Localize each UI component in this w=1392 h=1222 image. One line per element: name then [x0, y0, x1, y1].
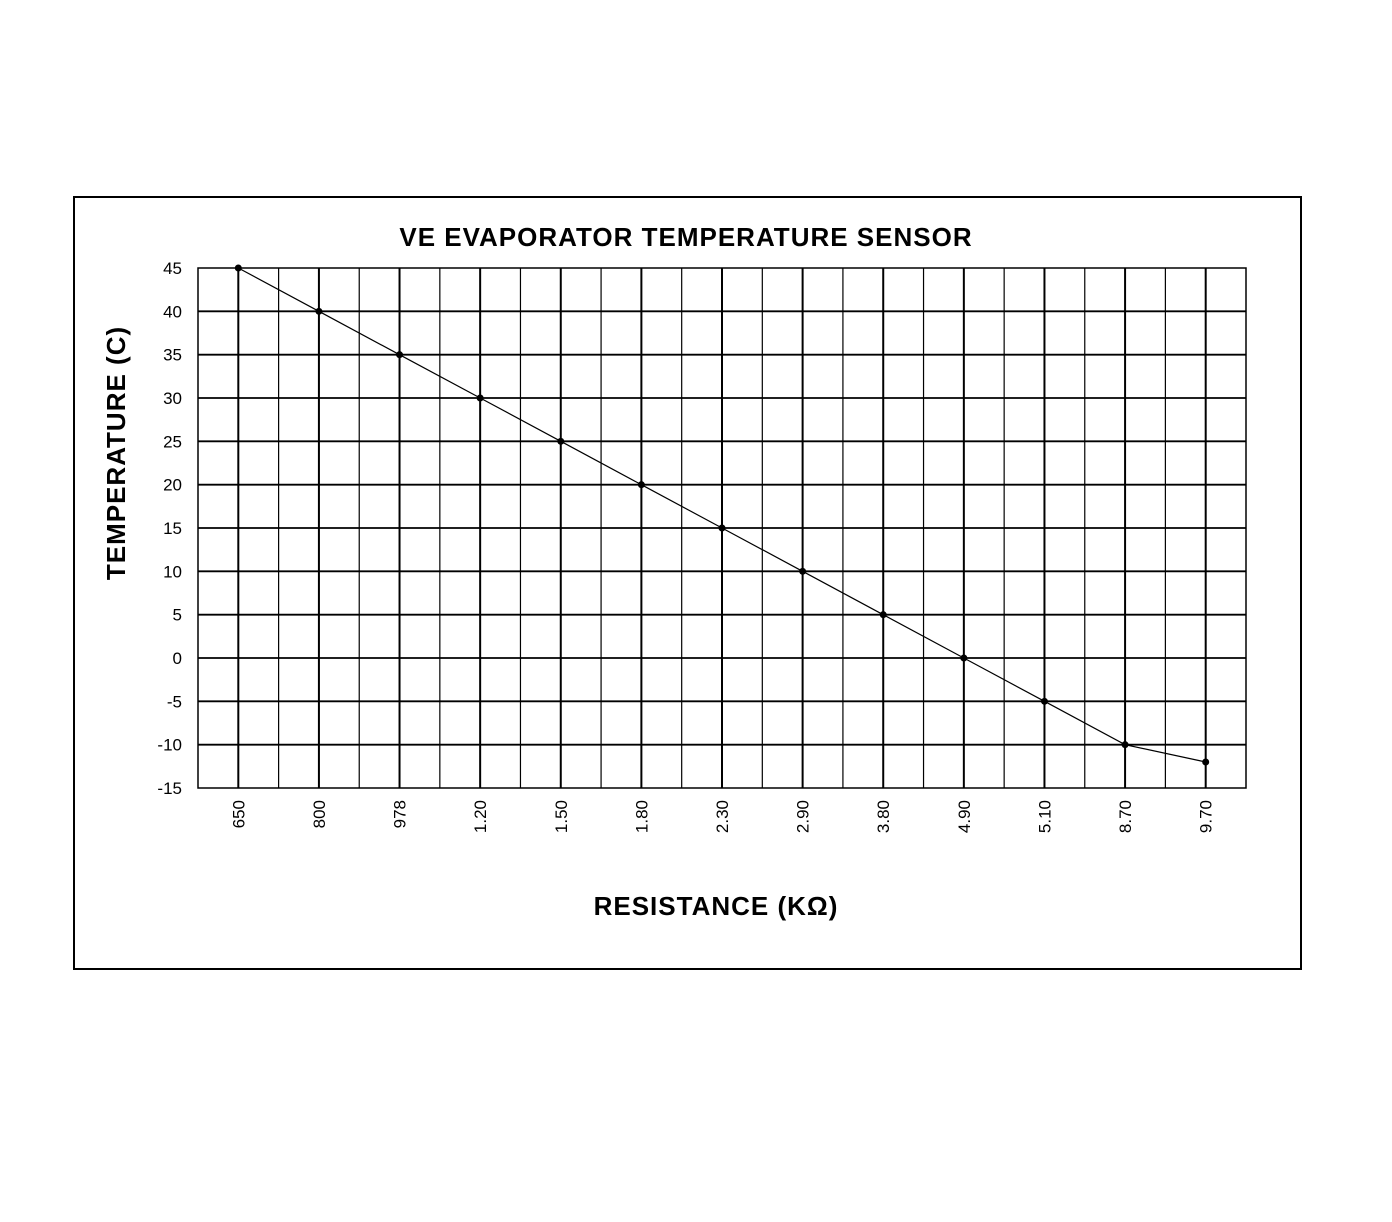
x-tick-label: 800 — [310, 800, 329, 828]
y-tick-label: -15 — [157, 779, 182, 798]
x-tick-label: 2.30 — [713, 800, 732, 833]
y-tick-label: -5 — [167, 692, 182, 711]
x-tick-labels: 650 800 978 1.20 1.50 1.80 2.30 2.90 3.80 4.90 5.1… — [229, 800, 1215, 833]
data-point — [1202, 758, 1210, 766]
x-tick-label: 978 — [391, 800, 410, 828]
data-point — [234, 264, 242, 272]
y-tick-label: 15 — [163, 519, 182, 538]
data-point — [879, 611, 887, 619]
x-tick-label: 1.20 — [471, 800, 490, 833]
chart-title: VE EVAPORATOR TEMPERATURE SENSOR — [399, 222, 972, 252]
x-tick-label: 1.80 — [632, 800, 651, 833]
x-tick-label: 9.70 — [1197, 800, 1216, 833]
y-tick-label: 0 — [173, 649, 182, 668]
x-tick-label: 1.50 — [552, 800, 571, 833]
data-point — [315, 307, 323, 315]
data-point — [718, 524, 726, 532]
y-tick-label: 40 — [163, 302, 182, 321]
data-point — [799, 567, 807, 575]
y-axis-label: TEMPERATURE (C) — [101, 326, 131, 580]
data-point — [1121, 741, 1129, 749]
x-tick-label: 4.90 — [955, 800, 974, 833]
y-tick-label: 30 — [163, 389, 182, 408]
x-axis-label: RESISTANCE (KΩ) — [594, 891, 839, 921]
data-point — [557, 437, 565, 445]
x-tick-label: 2.90 — [794, 800, 813, 833]
x-tick-label: 8.70 — [1116, 800, 1135, 833]
y-tick-label: 25 — [163, 432, 182, 451]
y-tick-label: 10 — [163, 562, 182, 581]
y-tick-label: 5 — [173, 606, 182, 625]
y-tick-labels: 45 40 35 30 25 20 15 10 5 0 -5 -10 -15 — [157, 259, 182, 798]
data-point — [396, 351, 404, 359]
x-tick-label: 5.10 — [1035, 800, 1054, 833]
data-points — [234, 264, 1210, 766]
x-tick-label: 3.80 — [874, 800, 893, 833]
data-point — [960, 654, 968, 662]
y-tick-label: -10 — [157, 736, 182, 755]
data-point — [1040, 697, 1048, 705]
x-tick-label: 650 — [229, 800, 248, 828]
data-point — [637, 481, 645, 489]
data-point — [476, 394, 484, 402]
y-tick-label: 35 — [163, 346, 182, 365]
y-tick-label: 20 — [163, 476, 182, 495]
y-tick-label: 45 — [163, 259, 182, 278]
